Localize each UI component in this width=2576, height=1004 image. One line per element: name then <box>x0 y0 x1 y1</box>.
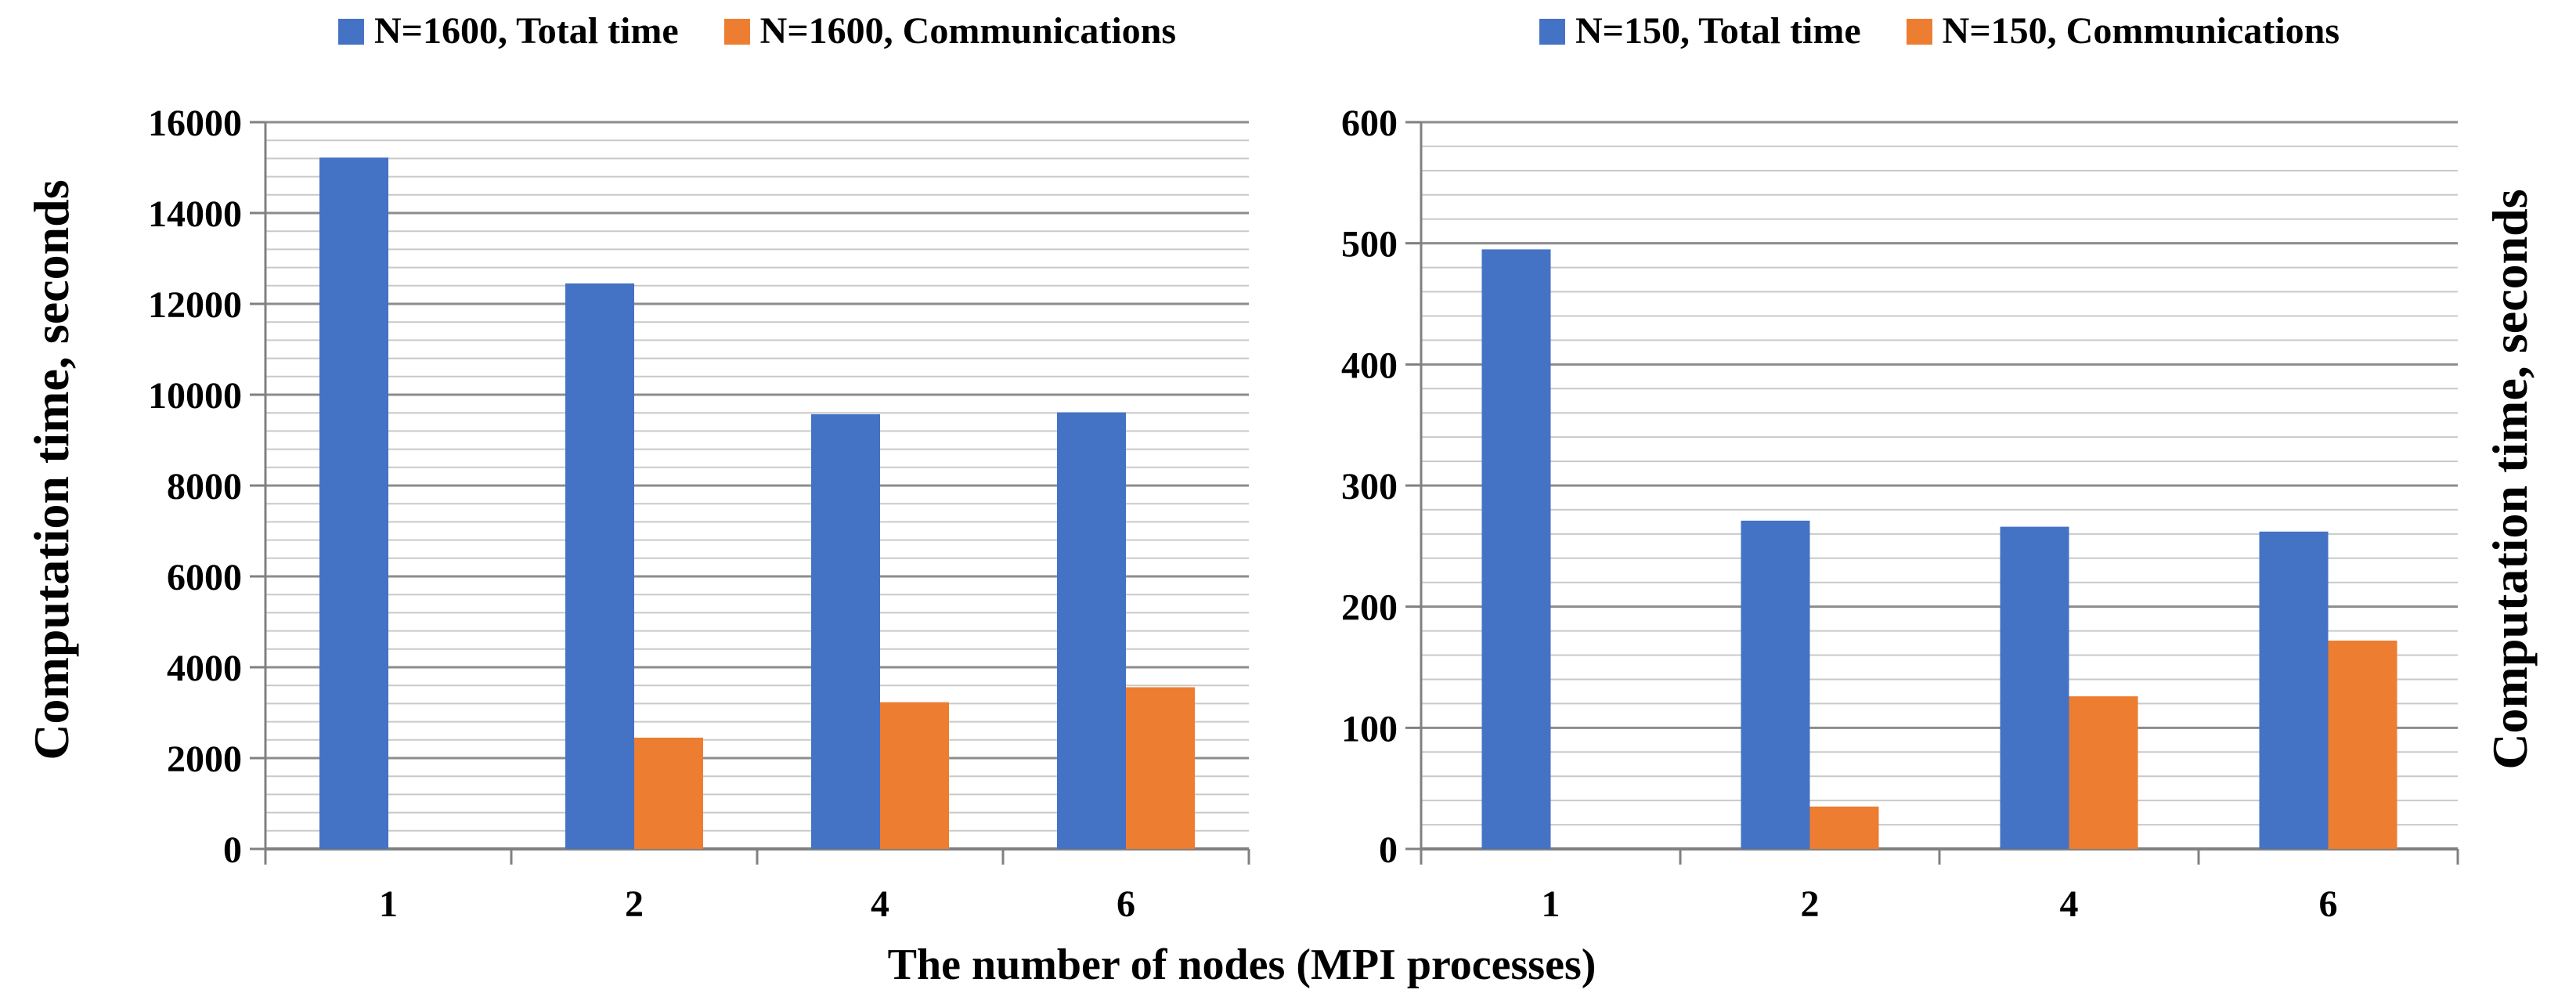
bar-n-1600-total-time-node4 <box>811 414 880 849</box>
bar-n-150-total-time-node2 <box>1741 520 1810 849</box>
y-tick-label: 4000 <box>167 648 242 689</box>
y-tick-label: 400 <box>1341 345 1398 386</box>
x-category-label: 4 <box>871 883 889 925</box>
bar-n-1600-total-time-node6 <box>1057 412 1126 849</box>
bar-n-150-total-time-node1 <box>1481 249 1551 849</box>
legend-item-n1600-comms: N=1600, Communications <box>723 10 1177 52</box>
x-category-label: 2 <box>625 883 644 925</box>
legend-swatch-orange-icon <box>1906 18 1932 45</box>
bar-n-1600-total-time-node2 <box>565 283 634 849</box>
y-tick-label: 0 <box>1379 829 1398 871</box>
y-tick-label: 500 <box>1341 224 1398 265</box>
y-tick-label: 12000 <box>148 284 242 326</box>
bar-n-1600-communications-node6 <box>1126 687 1195 849</box>
y-tick-label: 14000 <box>148 193 242 235</box>
x-category-label: 1 <box>379 883 398 925</box>
y-tick-label: 100 <box>1341 708 1398 749</box>
bar-n-150-communications-node2 <box>1809 806 1879 849</box>
legend-label: N=1600, Total time <box>373 10 679 52</box>
y-tick-label: 6000 <box>167 557 242 598</box>
legend-item-n1600-total: N=1600, Total time <box>337 10 679 52</box>
x-category-label: 1 <box>1542 883 1560 925</box>
x-axis-title: The number of nodes (MPI processes) <box>887 941 1596 989</box>
legend-label: N=1600, Communications <box>759 10 1177 52</box>
bar-n-150-communications-node4 <box>2069 696 2138 849</box>
y-tick-label: 0 <box>223 829 242 871</box>
x-category-label: 6 <box>1117 883 1135 925</box>
legend-label: N=150, Communications <box>1942 10 2340 52</box>
x-category-label: 4 <box>2060 883 2079 925</box>
y-tick-label: 300 <box>1341 466 1398 507</box>
y-tick-label: 10000 <box>148 375 242 417</box>
legend-swatch-orange-icon <box>723 18 750 45</box>
y-tick-label: 200 <box>1341 587 1398 629</box>
legend-label: N=150, Total time <box>1575 10 1861 52</box>
bar-n-1600-communications-node4 <box>880 702 949 849</box>
y-axis-title-right: Computation time, seconds <box>2482 189 2538 770</box>
y-axis-title-left: Computation time, seconds <box>23 179 79 760</box>
bar-n-150-total-time-node6 <box>2259 531 2329 849</box>
y-tick-label: 8000 <box>167 466 242 507</box>
legend-swatch-blue-icon <box>1539 18 1565 45</box>
legend-item-n150-total: N=150, Total time <box>1539 13 1861 50</box>
legend-item-n150-comms: N=150, Communications <box>1906 10 2340 52</box>
x-category-label: 6 <box>2319 883 2338 925</box>
legend-swatch-blue-icon <box>337 18 364 45</box>
y-tick-label: 600 <box>1341 103 1398 144</box>
bar-n-1600-communications-node2 <box>634 737 703 849</box>
x-category-label: 2 <box>1801 883 1820 925</box>
y-tick-label: 2000 <box>167 739 242 780</box>
bar-n-150-communications-node6 <box>2328 640 2397 849</box>
bar-n-150-total-time-node4 <box>2000 526 2069 849</box>
legend-left-chart: N=1600, Total time N=1600, Communication… <box>337 10 1177 52</box>
legend-right-chart: N=150, Total time N=150, Communications <box>1539 13 2340 50</box>
bar-n-1600-total-time-node1 <box>319 157 388 850</box>
y-tick-label: 16000 <box>148 103 242 144</box>
